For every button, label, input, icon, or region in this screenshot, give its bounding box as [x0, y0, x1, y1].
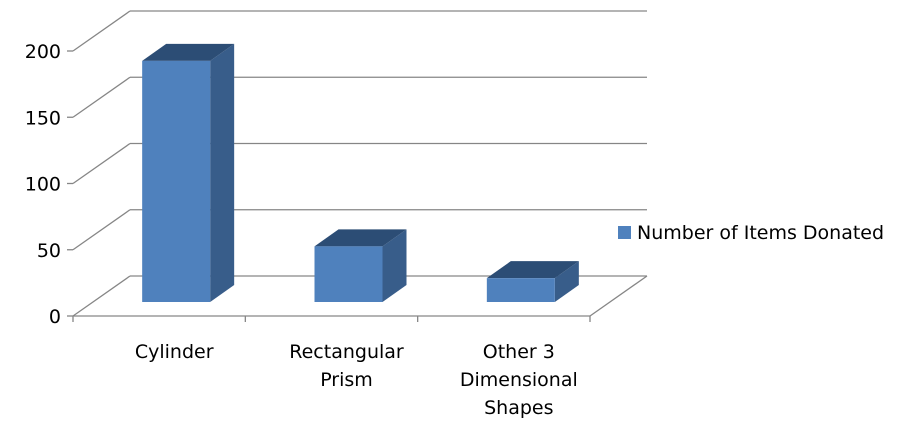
axis-labels: 0 50 100 150 200 Cylinder Rectangular Prism Othe… [25, 41, 578, 419]
bar-front [486, 278, 555, 302]
side-gridline-50 [72, 209, 131, 251]
y-tick-label: 50 [37, 240, 61, 262]
legend-label-items-donated: Number of Items Donated [637, 222, 884, 244]
bar-front [142, 60, 211, 302]
x-tick-label: Cylinder [135, 341, 214, 363]
legend: Number of Items Donated [618, 222, 884, 244]
bar-side [210, 43, 235, 302]
y-tick-label: 200 [25, 41, 61, 63]
bars [142, 43, 579, 302]
bar-top [142, 43, 235, 61]
bar-side [382, 229, 407, 302]
side-gridline-100 [72, 142, 131, 185]
y-tick-label: 0 [49, 306, 61, 328]
bar-top [486, 261, 579, 279]
y-tick-label: 100 [25, 174, 61, 196]
bar-2 [314, 229, 407, 302]
bar-3 [486, 261, 579, 302]
side-gridline-0 [72, 275, 131, 317]
side-gridline-200 [72, 10, 131, 52]
axes [67, 50, 648, 322]
bar-top [314, 229, 407, 247]
x-tick-label: Rectangular Prism [289, 341, 404, 391]
floor-right-edge [589, 275, 648, 317]
bar-front [314, 246, 383, 302]
x-tick-label: Other 3 Dimensional Shapes [460, 341, 578, 419]
side-gridline-150 [72, 76, 131, 118]
bar-side [554, 261, 579, 302]
bar-1 [142, 43, 235, 302]
legend-swatch-items-donated [618, 226, 631, 239]
y-tick-label: 150 [25, 107, 61, 129]
